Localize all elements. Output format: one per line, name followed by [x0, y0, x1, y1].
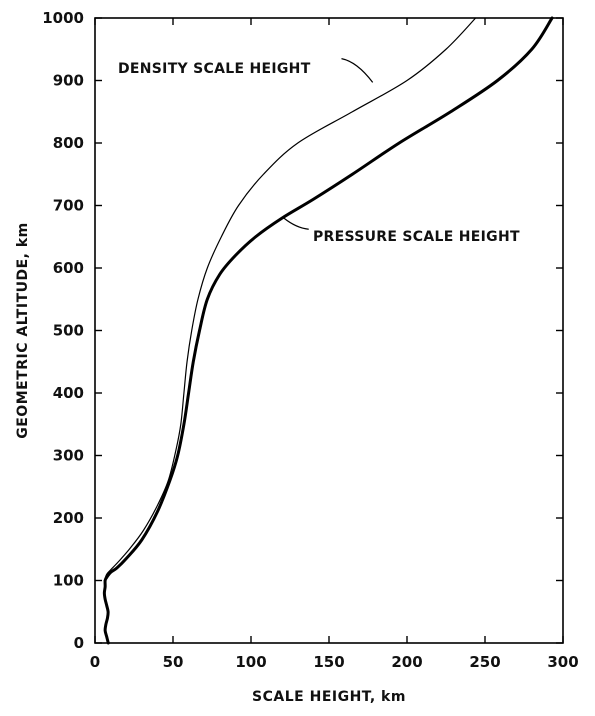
x-tick-label: 100: [235, 653, 266, 671]
plot-frame: [94, 17, 564, 644]
x-axis-title: SCALE HEIGHT, km: [252, 689, 406, 705]
y-tick-label: 400: [53, 384, 84, 402]
y-tick-label: 500: [53, 322, 84, 340]
y-axis-title: GEOMETRIC ALTITUDE, km: [15, 222, 31, 439]
y-tick-label: 100: [53, 572, 84, 590]
x-tick-label: 50: [163, 653, 184, 671]
y-tick-label: 700: [53, 197, 84, 215]
plot-area: [94, 17, 564, 644]
x-tick-label: 0: [90, 653, 100, 671]
y-tick-label: 600: [53, 259, 84, 277]
pressure-scale-height-label: PRESSURE SCALE HEIGHT: [313, 229, 520, 245]
y-tick-label: 900: [53, 72, 84, 90]
pressure-label-leader: [283, 217, 309, 230]
x-tick-label: 300: [547, 653, 578, 671]
axis-ticks: 0 50 100 150 200 250 300 0 100 200 300 400 500 600 700…: [42, 9, 578, 671]
density-scale-height-label: DENSITY SCALE HEIGHT: [118, 61, 311, 77]
y-tick-label: 1000: [42, 9, 84, 27]
series-layer: [102, 16, 554, 645]
y-tick-label: 300: [53, 447, 84, 465]
y-tick-label: 800: [53, 134, 84, 152]
density-label-leader: [341, 58, 374, 83]
pressure-scale-height-line: [102, 16, 554, 645]
x-tick-label: 200: [391, 653, 422, 671]
y-tick-label: 0: [74, 634, 84, 652]
x-tick-label: 150: [313, 653, 344, 671]
density-scale-height-line: [103, 17, 477, 582]
y-tick-label: 200: [53, 509, 84, 527]
x-tick-label: 250: [469, 653, 500, 671]
